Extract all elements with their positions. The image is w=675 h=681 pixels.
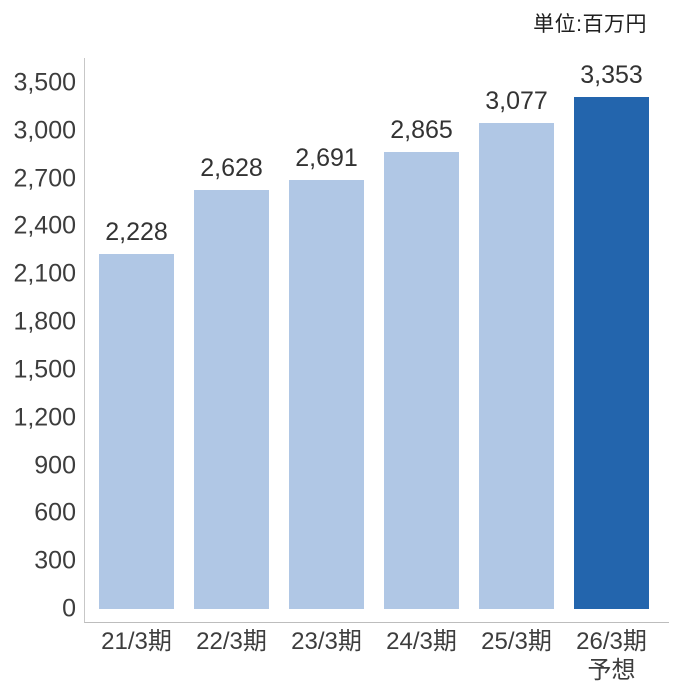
y-tick-label: 2,700 bbox=[13, 164, 76, 193]
x-axis-label: 23/3期 bbox=[291, 628, 362, 655]
y-tick-label: 2,400 bbox=[13, 211, 76, 240]
bar bbox=[194, 190, 269, 609]
bar bbox=[384, 152, 459, 609]
y-tick-label: 0 bbox=[62, 594, 76, 623]
y-tick-label: 1,800 bbox=[13, 307, 76, 336]
x-axis-label: 24/3期 bbox=[386, 628, 457, 655]
bar-value-label: 3,353 bbox=[580, 61, 643, 90]
bar bbox=[574, 97, 649, 609]
y-tick-label: 2,100 bbox=[13, 259, 76, 288]
x-axis-label: 22/3期 bbox=[196, 628, 267, 655]
x-axis-sublabel: 予想 bbox=[587, 657, 636, 681]
bar-value-label: 2,628 bbox=[200, 154, 263, 183]
y-tick-label: 1,200 bbox=[13, 403, 76, 432]
bar-value-label: 3,077 bbox=[485, 87, 548, 116]
bar bbox=[479, 123, 554, 609]
bar-value-label: 2,865 bbox=[390, 116, 453, 145]
y-tick-label: 3,000 bbox=[13, 116, 76, 145]
bar bbox=[99, 253, 174, 609]
bar-value-label: 2,228 bbox=[105, 217, 168, 246]
y-tick-label: 1,500 bbox=[13, 355, 76, 384]
unit-label: 単位:百万円 bbox=[533, 13, 647, 36]
bar bbox=[289, 180, 364, 609]
plot-area: 0 300 600 900 1,200 1,500 1,800 2,100 2,400 2,700… bbox=[13, 58, 669, 681]
y-tick-label: 900 bbox=[34, 451, 76, 480]
y-tick-label: 300 bbox=[34, 546, 76, 575]
x-axis-label: 26/3期 予想 bbox=[576, 627, 647, 681]
y-tick-label: 3,500 bbox=[13, 68, 76, 97]
y-tick-label: 600 bbox=[34, 498, 76, 527]
x-axis-label: 21/3期 bbox=[101, 628, 172, 655]
bar-value-label: 2,691 bbox=[295, 144, 358, 173]
x-axis-label: 25/3期 bbox=[481, 628, 552, 655]
